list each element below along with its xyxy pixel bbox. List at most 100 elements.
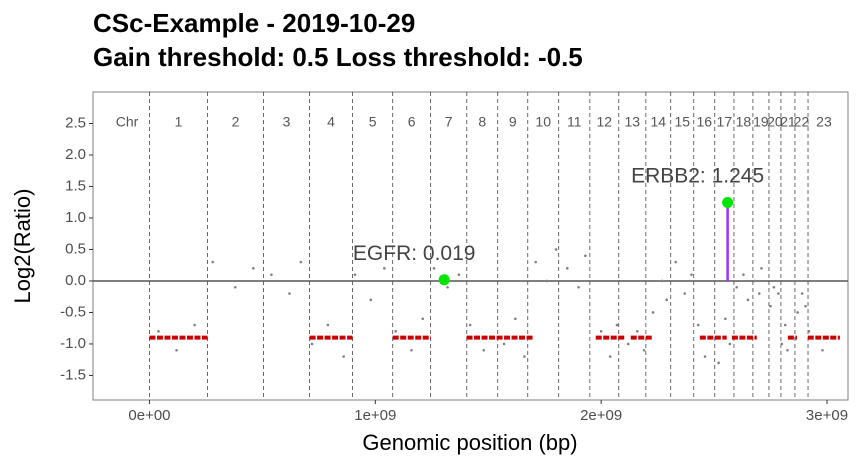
probe-point bbox=[821, 348, 824, 352]
probe-point bbox=[796, 311, 799, 314]
gene-point bbox=[438, 274, 450, 286]
probe-point bbox=[735, 285, 738, 289]
probe-point bbox=[626, 342, 630, 346]
y-tick-label: -1.5 bbox=[60, 366, 86, 383]
chromosome-label: 21 bbox=[780, 114, 796, 130]
probe-point bbox=[577, 285, 580, 289]
probe-point bbox=[651, 311, 655, 314]
probe-point bbox=[502, 342, 506, 346]
y-tick-label: 0.5 bbox=[65, 240, 86, 257]
chromosome-label: 13 bbox=[625, 114, 641, 130]
probe-point bbox=[760, 267, 763, 270]
probe-point bbox=[175, 348, 178, 352]
gene-label: EGFR: 0.019 bbox=[353, 242, 476, 265]
probe-point bbox=[780, 342, 784, 346]
probe-point bbox=[353, 273, 357, 276]
chromosome-label: 7 bbox=[445, 114, 453, 130]
probe-point bbox=[703, 355, 707, 358]
probe-point bbox=[288, 292, 291, 295]
probe-point bbox=[482, 348, 486, 352]
probe-point bbox=[660, 279, 664, 283]
probe-point bbox=[565, 267, 569, 270]
probe-point bbox=[690, 273, 693, 276]
probe-point bbox=[696, 323, 700, 327]
probe-point bbox=[783, 323, 787, 327]
probe-point bbox=[554, 248, 558, 251]
probe-point bbox=[683, 292, 687, 295]
probe-point bbox=[252, 267, 255, 270]
probe-point bbox=[394, 330, 397, 333]
probe-point bbox=[270, 273, 273, 276]
probe-point bbox=[446, 285, 449, 289]
probe-point bbox=[421, 317, 425, 321]
probe-point bbox=[211, 260, 214, 264]
y-tick-label: 2.0 bbox=[65, 146, 86, 163]
x-tick-label: 1e+09 bbox=[354, 407, 396, 424]
chromosome-label: 14 bbox=[651, 114, 667, 130]
y-tick-label: -1.0 bbox=[60, 335, 86, 352]
probe-point bbox=[599, 330, 603, 333]
probe-point bbox=[674, 260, 677, 264]
chromosome-label: 6 bbox=[408, 114, 416, 130]
probe-point bbox=[753, 279, 757, 283]
x-tick-label: 0e+00 bbox=[128, 407, 170, 424]
chromosome-label: 10 bbox=[535, 114, 551, 130]
probe-point bbox=[233, 285, 237, 289]
probe-point bbox=[772, 285, 776, 289]
chromosome-label: 11 bbox=[567, 114, 582, 130]
probe-point bbox=[584, 254, 587, 258]
probe-point bbox=[807, 330, 811, 333]
probe-point bbox=[468, 323, 472, 327]
probe-point bbox=[383, 267, 386, 270]
chromosome-heading: Chr bbox=[116, 114, 139, 130]
chromosome-label: 4 bbox=[327, 114, 335, 130]
y-tick-label: 2.5 bbox=[65, 114, 86, 131]
chromosome-label: 15 bbox=[674, 114, 690, 130]
x-axis-label: Genomic position (bp) bbox=[362, 430, 577, 455]
probe-point bbox=[342, 355, 345, 358]
probe-point bbox=[742, 273, 745, 276]
chart-title: CSc-Example - 2019-10-29 bbox=[93, 8, 415, 38]
chromosome-label: 1 bbox=[175, 114, 183, 130]
probe-point bbox=[665, 298, 668, 302]
probe-point bbox=[326, 323, 330, 327]
probe-point bbox=[457, 273, 461, 276]
probe-point bbox=[800, 292, 804, 295]
chromosome-label: 9 bbox=[509, 114, 517, 130]
probe-point bbox=[299, 260, 303, 264]
probe-point bbox=[369, 298, 373, 302]
y-axis-label: Log2(Ratio) bbox=[10, 189, 35, 304]
chromosome-label: 20 bbox=[767, 114, 783, 130]
probe-point bbox=[157, 330, 160, 333]
probe-point bbox=[514, 317, 517, 321]
chromosome-label: 3 bbox=[283, 114, 291, 130]
probe-point bbox=[724, 317, 727, 321]
probe-point bbox=[545, 279, 549, 283]
chromosome-label: 8 bbox=[478, 114, 486, 130]
y-tick-label: 0.0 bbox=[65, 272, 86, 289]
chromosome-label: 18 bbox=[736, 114, 752, 130]
probe-point bbox=[608, 355, 612, 358]
probe-point bbox=[410, 348, 413, 352]
chromosome-label: 17 bbox=[717, 114, 733, 130]
chromosome-label: 23 bbox=[816, 114, 832, 130]
probe-point bbox=[746, 298, 750, 302]
probe-point bbox=[777, 292, 780, 295]
chromosome-label: 12 bbox=[597, 114, 613, 130]
plot-panel bbox=[92, 91, 849, 401]
probe-point bbox=[635, 330, 639, 333]
chromosome-label: 19 bbox=[753, 114, 769, 130]
chart-subtitle: Gain threshold: 0.5 Loss threshold: -0.5 bbox=[93, 42, 583, 72]
gene-label: ERBB2: 1.245 bbox=[631, 165, 764, 188]
probe-point bbox=[728, 342, 732, 346]
chromosome-label: 2 bbox=[232, 114, 240, 130]
probe-point bbox=[769, 304, 772, 308]
probe-point bbox=[310, 342, 314, 346]
probe-point bbox=[432, 267, 436, 270]
chromosome-label: 5 bbox=[369, 114, 377, 130]
probe-point bbox=[523, 355, 526, 358]
probe-point bbox=[534, 260, 537, 264]
y-tick-label: 1.0 bbox=[65, 209, 86, 226]
probe-point bbox=[804, 304, 807, 308]
